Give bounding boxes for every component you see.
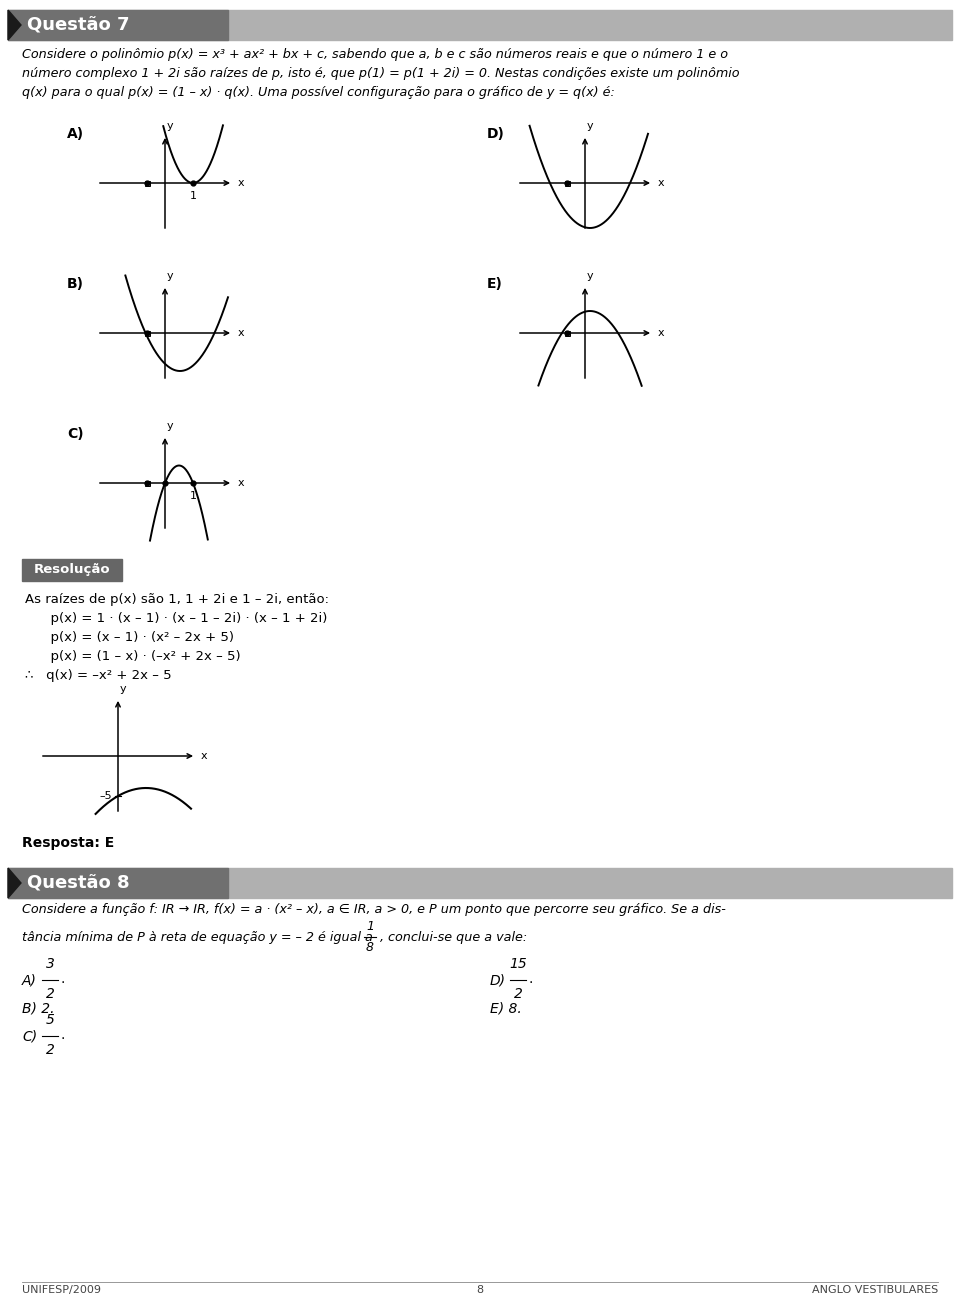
Text: Questão 8: Questão 8: [27, 874, 130, 892]
Text: B): B): [67, 276, 84, 291]
Text: E) 8.: E) 8.: [490, 1001, 521, 1015]
Text: y: y: [587, 271, 593, 280]
Text: –5: –5: [100, 792, 112, 801]
Bar: [564, 180, 569, 185]
Text: x: x: [238, 479, 245, 488]
Text: 15: 15: [509, 957, 527, 971]
Text: 5: 5: [45, 1013, 55, 1028]
Text: Considere o polinômio p(x) = x³ + ax² + bx + c, sabendo que a, b e c são números: Considere o polinômio p(x) = x³ + ax² + …: [22, 48, 728, 61]
Text: Questão 7: Questão 7: [27, 16, 130, 34]
Text: As raízes de p(x) são 1, 1 + 2i e 1 – 2i, então:: As raízes de p(x) são 1, 1 + 2i e 1 – 2i…: [25, 593, 329, 606]
Bar: [8, 868, 952, 898]
Bar: [8, 10, 952, 40]
Text: .: .: [61, 971, 65, 986]
Text: C): C): [67, 426, 84, 441]
Text: 2: 2: [45, 987, 55, 1001]
Text: B) 2.: B) 2.: [22, 1001, 55, 1015]
Text: , conclui-se que a vale:: , conclui-se que a vale:: [380, 931, 527, 944]
Text: y: y: [587, 121, 593, 130]
Text: x: x: [238, 329, 245, 338]
Text: Resposta: E: Resposta: E: [22, 836, 114, 850]
Text: p(x) = 1 · (x – 1) · (x – 1 – 2i) · (x – 1 + 2i): p(x) = 1 · (x – 1) · (x – 1 – 2i) · (x –…: [25, 612, 327, 625]
Text: 1: 1: [366, 921, 374, 932]
Text: 3: 3: [45, 957, 55, 971]
Polygon shape: [8, 868, 21, 898]
Text: UNIFESP/2009: UNIFESP/2009: [22, 1284, 101, 1295]
Text: x: x: [201, 751, 207, 762]
Text: D): D): [487, 126, 505, 141]
Text: C): C): [22, 1029, 37, 1043]
Text: 2: 2: [514, 987, 522, 1001]
Text: .: .: [529, 971, 534, 986]
Text: q(x) para o qual p(x) = (1 – x) · q(x). Uma possível configuração para o gráfico: q(x) para o qual p(x) = (1 – x) · q(x). …: [22, 86, 614, 99]
Bar: [8, 868, 228, 898]
Text: p(x) = (1 – x) · (–x² + 2x – 5): p(x) = (1 – x) · (–x² + 2x – 5): [25, 649, 241, 662]
Text: .: .: [61, 1028, 65, 1042]
Text: A): A): [22, 973, 36, 987]
Text: x: x: [658, 179, 664, 188]
Text: 1: 1: [189, 492, 197, 501]
Bar: [145, 180, 150, 185]
Text: y: y: [167, 421, 174, 432]
Text: y: y: [167, 271, 174, 280]
Text: x: x: [658, 329, 664, 338]
Text: D): D): [490, 973, 506, 987]
Text: x: x: [238, 179, 245, 188]
Text: Resolução: Resolução: [34, 563, 110, 576]
Bar: [8, 10, 228, 40]
Text: Considere a função f: IR → IR, f(x) = a · (x² – x), a ∈ IR, a > 0, e P um ponto : Considere a função f: IR → IR, f(x) = a …: [22, 902, 726, 915]
Bar: [145, 330, 150, 335]
Text: E): E): [487, 276, 503, 291]
Text: tância mínima de P à reta de equação y = – 2 é igual a: tância mínima de P à reta de equação y =…: [22, 931, 377, 944]
Bar: [145, 480, 150, 485]
Polygon shape: [8, 10, 21, 40]
Text: ANGLO VESTIBULARES: ANGLO VESTIBULARES: [812, 1284, 938, 1295]
Text: y: y: [167, 121, 174, 130]
Text: A): A): [67, 126, 84, 141]
Text: número complexo 1 + 2i são raízes de p, isto é, que p(1) = p(1 + 2i) = 0. Nestas: número complexo 1 + 2i são raízes de p, …: [22, 67, 739, 80]
Text: 8: 8: [476, 1284, 484, 1295]
Text: y: y: [120, 685, 127, 694]
Text: 1: 1: [189, 190, 197, 201]
Text: ∴   q(x) = –x² + 2x – 5: ∴ q(x) = –x² + 2x – 5: [25, 669, 172, 682]
Text: 2: 2: [45, 1043, 55, 1058]
Text: 8: 8: [366, 941, 374, 955]
Bar: [564, 330, 569, 335]
Text: p(x) = (x – 1) · (x² – 2x + 5): p(x) = (x – 1) · (x² – 2x + 5): [25, 631, 234, 644]
Bar: [22, 559, 122, 582]
